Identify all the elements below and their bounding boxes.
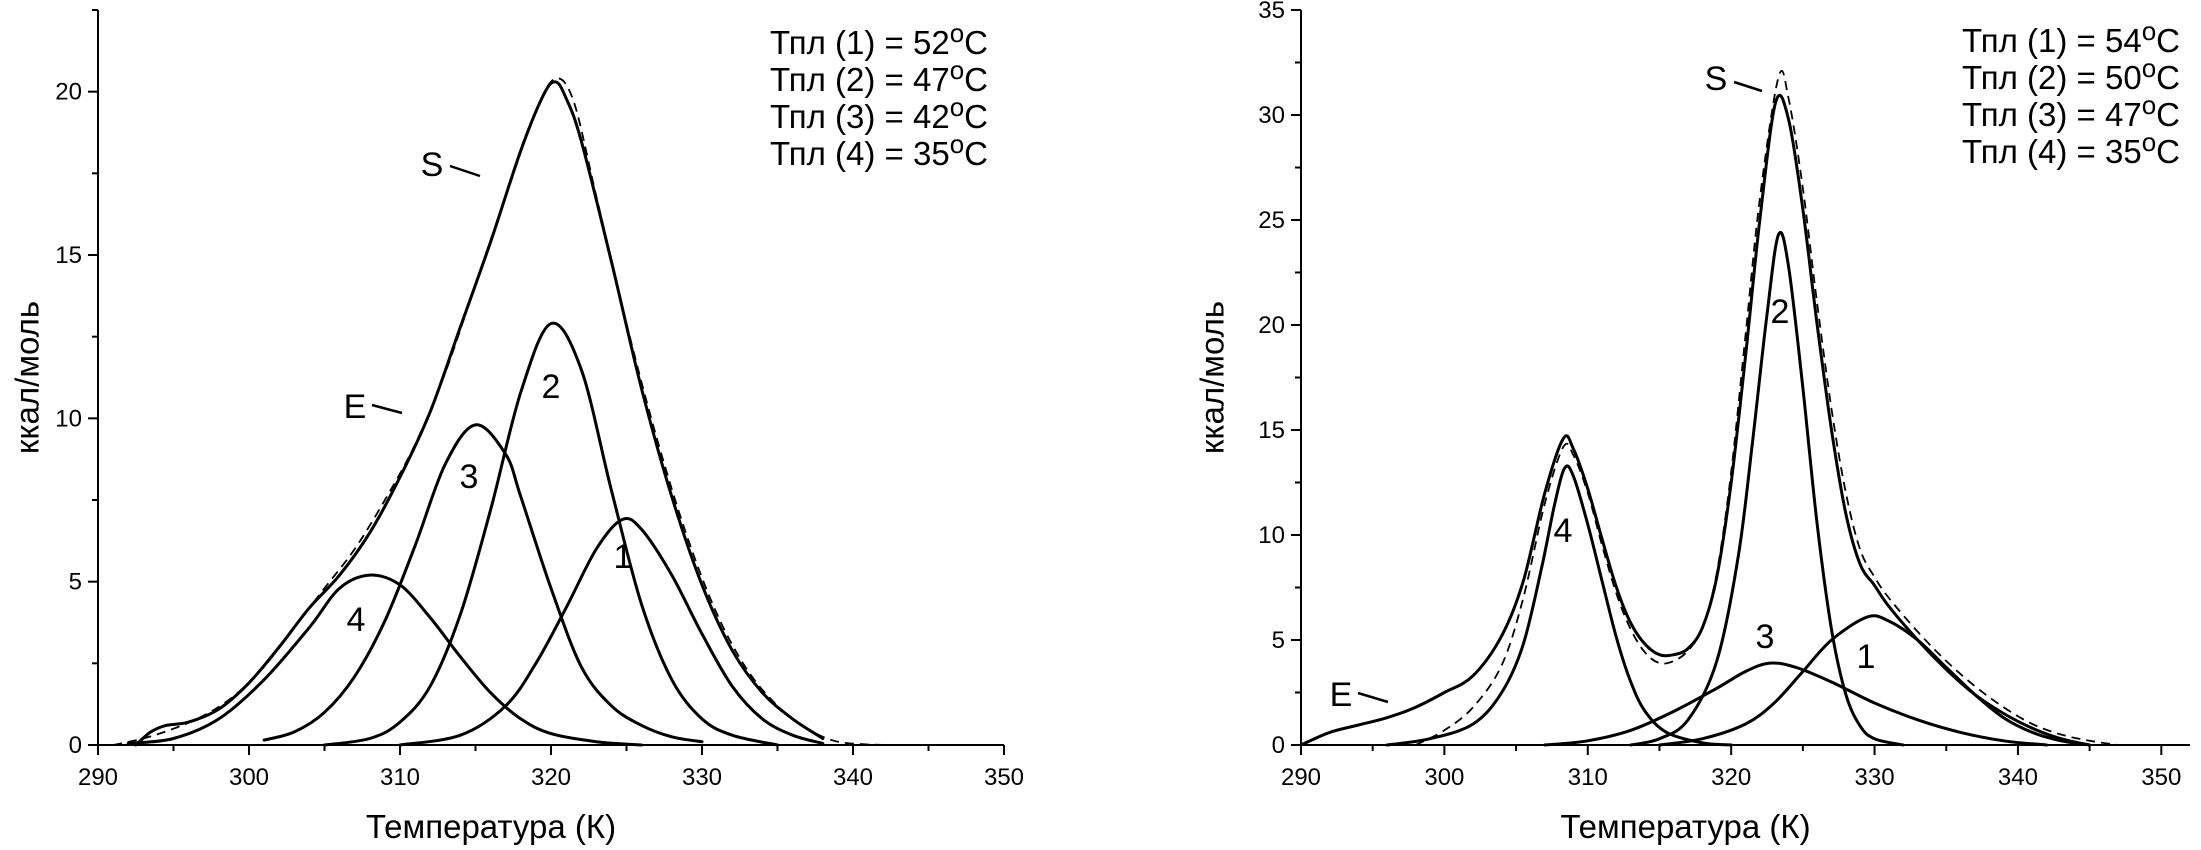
- left-annotation-2: 2: [542, 368, 561, 406]
- left-annotation-4: 4: [347, 601, 366, 639]
- right-series-group: [1299, 69, 2119, 747]
- right-annotation-e-leader: [1357, 691, 1389, 704]
- right-chart: 290 300 310 320 330 340 350 0 5 10 15 20 25 30 35 Темпе…: [1194, 0, 2190, 845]
- right-annotations: S E 1 2 3 4: [1330, 60, 1876, 714]
- right-annotation-e: E: [1330, 676, 1353, 714]
- left-series-e-line: [134, 80, 825, 747]
- right-annotation-4: 4: [1554, 512, 1573, 550]
- left-legend-unit: C: [964, 61, 988, 98]
- left-annotation-e-leader: [371, 403, 403, 415]
- right-annotation-3: 3: [1756, 618, 1775, 656]
- left-x-axis-title: Температура (К): [366, 808, 616, 845]
- left-series-s-line: [112, 77, 884, 746]
- left-annotation-s: S: [421, 146, 444, 184]
- left-annotation-1: 1: [614, 538, 633, 576]
- right-x-axis-title: Температура (К): [1560, 808, 1810, 845]
- right-x-tick-label: 340: [1998, 764, 2038, 791]
- right-y-tick-label: 15: [1258, 417, 1285, 444]
- right-y-tick-label: 0: [1272, 732, 1285, 759]
- right-legend-unit: C: [2156, 133, 2180, 170]
- right-series-3-line: [1543, 661, 2049, 747]
- left-series-group: [112, 77, 884, 747]
- left-x-tick-label: 330: [682, 764, 722, 791]
- right-annotation-2: 2: [1771, 293, 1790, 331]
- left-series-2-line: [323, 321, 779, 747]
- right-x-tick-label: 290: [1281, 764, 1321, 791]
- right-x-tick-label: 300: [1424, 764, 1464, 791]
- right-series-e-line: [1299, 93, 2092, 747]
- right-series-4-line: [1385, 464, 1733, 747]
- right-series-s-line: [1415, 69, 2119, 746]
- left-y-tick-label: 10: [55, 405, 82, 432]
- right-legend-unit: C: [2156, 59, 2180, 96]
- left-legend-unit: C: [964, 24, 988, 61]
- right-series-1-line: [1658, 614, 2092, 747]
- left-x-tick-label: 350: [984, 764, 1024, 791]
- right-chart-panel: 290 300 310 320 330 340 350 0 5 10 15 20 25 30 35 Темпе…: [1100, 0, 2201, 850]
- left-annotation-s-leader: [449, 164, 481, 178]
- right-legend-degree-sign: o: [2142, 16, 2156, 46]
- right-axes: 290 300 310 320 330 340 350 0 5 10 15 20 25 30 35 Темпе…: [1194, 0, 2190, 845]
- left-x-tick-label: 340: [833, 764, 873, 791]
- right-series-2-line: [1629, 231, 1905, 747]
- right-annotation-s: S: [1705, 60, 1728, 98]
- left-y-axis-title: ккал/моль: [9, 301, 46, 454]
- left-y-tick-label: 15: [55, 242, 82, 269]
- right-legend-entry: Тпл (4) = 35oC: [1962, 127, 2180, 170]
- left-annotations: S E 1 2 3 4: [344, 146, 633, 639]
- right-legend-degree-sign: o: [2142, 53, 2156, 83]
- left-x-tick-label: 310: [380, 764, 420, 791]
- right-legend-unit: C: [2156, 22, 2180, 59]
- left-legend-degree-sign: o: [950, 55, 964, 85]
- left-y-tick-label: 20: [55, 79, 82, 106]
- right-x-tick-label: 350: [2141, 764, 2181, 791]
- right-y-tick-label: 25: [1258, 207, 1285, 234]
- left-annotation-3: 3: [460, 458, 479, 496]
- left-y-tick-label: 5: [69, 569, 82, 596]
- right-y-axis-title: ккал/моль: [1194, 301, 1231, 454]
- left-chart: 290 300 310 320 330 340 350 0 5 10 15 20 Температура…: [9, 9, 1024, 845]
- right-y-tick-label: 30: [1258, 102, 1285, 129]
- right-annotation-1: 1: [1857, 638, 1876, 676]
- left-annotation-e: E: [344, 388, 367, 426]
- left-series-1-line: [398, 516, 825, 747]
- right-legend-degree-sign: o: [2142, 127, 2156, 157]
- right-x-tick-label: 330: [1855, 764, 1895, 791]
- left-chart-panel: 290 300 310 320 330 340 350 0 5 10 15 20 Температура…: [0, 0, 1100, 850]
- left-legend-unit: C: [964, 98, 988, 135]
- left-x-tick-label: 320: [531, 764, 571, 791]
- left-y-tick-label: 0: [69, 732, 82, 759]
- left-legend-unit: C: [964, 135, 988, 172]
- left-legend-entry: Тпл (3) = 42oC: [770, 92, 988, 135]
- left-legend-entry: Тпл (4) = 35oC: [770, 129, 988, 172]
- right-y-tick-label: 35: [1258, 0, 1285, 24]
- right-y-tick-label: 10: [1258, 522, 1285, 549]
- right-y-tick-label: 20: [1258, 312, 1285, 339]
- left-x-tick-label: 300: [229, 764, 269, 791]
- right-annotation-s-leader: [1733, 80, 1763, 93]
- right-legend-unit: C: [2156, 96, 2180, 133]
- left-x-tick-label: 290: [78, 764, 118, 791]
- right-y-tick-label: 5: [1272, 627, 1285, 654]
- left-legend-degree-sign: o: [950, 18, 964, 48]
- right-x-tick-label: 320: [1711, 764, 1751, 791]
- right-legend-degree-sign: o: [2142, 90, 2156, 120]
- left-series-3-line: [262, 423, 704, 744]
- left-legend-degree-sign: o: [950, 129, 964, 159]
- left-axes: 290 300 310 320 330 340 350 0 5 10 15 20 Температура…: [9, 9, 1024, 845]
- left-series-4-line: [126, 573, 644, 747]
- right-x-tick-label: 310: [1568, 764, 1608, 791]
- left-legend-degree-sign: o: [950, 92, 964, 122]
- right-legend-entry: Тпл (1) = 54oC: [1962, 16, 2180, 59]
